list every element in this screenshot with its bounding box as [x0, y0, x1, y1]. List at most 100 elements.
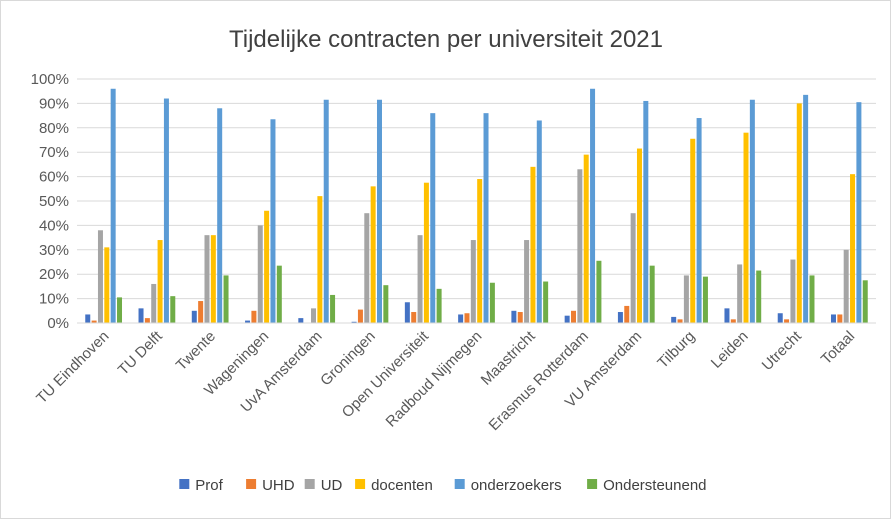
bar-onderzoekers: [590, 88, 596, 323]
bar-prof: [85, 314, 91, 323]
bar-ud: [630, 213, 636, 323]
legend-swatch-onderzoekers: [454, 479, 465, 489]
y-tick-label: 70%: [39, 144, 69, 161]
y-axis-ticks: 0% 10% 20% 30% 40% 50% 60% 70% 80% 90% 100%: [31, 71, 69, 332]
bar-onderzoekers: [749, 99, 755, 324]
bar-uhd: [91, 320, 97, 323]
bar-ondersteunend: [383, 285, 389, 323]
bar-ud: [843, 249, 849, 323]
legend-label: UD: [321, 477, 343, 494]
legend-label: Prof: [195, 477, 223, 494]
bar-docenten: [423, 182, 429, 323]
y-tick-label: 90%: [39, 95, 69, 112]
x-tick-label: Leiden: [708, 328, 752, 372]
bar-docenten: [104, 247, 110, 323]
x-tick-label: Erasmus Rotterdam: [486, 328, 592, 434]
bar-onderzoekers: [323, 99, 329, 324]
bar-onderzoekers: [110, 88, 116, 323]
y-tick-label: 100%: [31, 71, 69, 88]
legend-label: UHD: [262, 477, 295, 494]
bar-onderzoekers: [696, 118, 702, 323]
bar-docenten: [796, 103, 802, 324]
bar-onderzoekers: [217, 108, 223, 323]
legend-swatch-ud: [304, 479, 315, 489]
bar-uhd: [464, 313, 470, 323]
bar-uhd: [357, 309, 363, 323]
bar-ud: [737, 264, 743, 323]
bar-docenten: [264, 210, 270, 323]
bar-docenten: [690, 138, 696, 323]
bar-ondersteunend: [862, 280, 868, 323]
bar-ud: [364, 213, 370, 323]
bar-ud: [151, 283, 157, 323]
bar-uhd: [198, 301, 204, 323]
bar-uhd: [730, 319, 736, 323]
bar-ud: [790, 259, 796, 323]
bar-ondersteunend: [756, 270, 762, 323]
bar-prof: [564, 315, 570, 323]
bar-uhd: [144, 318, 150, 323]
bar-ondersteunend: [276, 265, 282, 323]
y-tick-label: 40%: [39, 217, 69, 234]
bar-docenten: [370, 186, 376, 323]
bar-prof: [777, 313, 783, 323]
bar-docenten: [850, 174, 856, 323]
bar-onderzoekers: [270, 119, 276, 323]
y-tick-label: 80%: [39, 120, 69, 137]
bar-docenten: [157, 240, 163, 323]
bar-uhd: [517, 312, 523, 323]
bar-ondersteunend: [170, 296, 176, 323]
bar-docenten: [317, 196, 323, 323]
x-tick-label: TU Delft: [115, 327, 167, 379]
legend-swatch-uhd: [246, 479, 257, 489]
bar-onderzoekers: [803, 94, 809, 323]
bar-docenten: [583, 154, 589, 323]
bar-docenten: [477, 179, 483, 323]
bar-docenten: [743, 132, 749, 323]
legend-label: onderzoekers: [471, 477, 562, 494]
x-tick-label: Twente: [173, 328, 219, 374]
bar-onderzoekers: [536, 120, 542, 323]
bar-ud: [204, 235, 210, 323]
bar-ud: [97, 230, 103, 323]
bar-uhd: [624, 305, 630, 323]
bar-onderzoekers: [483, 113, 489, 323]
bar-uhd: [411, 312, 417, 323]
bar-ud: [683, 275, 689, 323]
y-tick-label: 10%: [39, 291, 69, 308]
bar-ondersteunend: [702, 276, 708, 323]
bar-ondersteunend: [223, 275, 229, 323]
bar-prof: [245, 320, 251, 323]
bar-docenten: [210, 235, 216, 323]
bar-prof: [298, 318, 304, 323]
x-tick-label: Utrecht: [759, 327, 806, 374]
bar-prof: [671, 316, 677, 323]
bar-ondersteunend: [543, 281, 549, 323]
legend-swatch-ondersteunend: [587, 479, 598, 489]
y-tick-label: 20%: [39, 266, 69, 283]
gridlines: [77, 78, 876, 300]
y-tick-label: 0%: [47, 315, 69, 332]
bar-prof: [138, 308, 144, 323]
bar-uhd: [571, 310, 577, 323]
bar-prof: [458, 314, 464, 323]
bar-prof: [404, 302, 410, 323]
bar-uhd: [251, 310, 257, 323]
bar-ud: [577, 169, 583, 323]
bar-prof: [191, 310, 197, 323]
bar-prof: [724, 308, 730, 323]
legend-label: docenten: [371, 477, 433, 494]
bar-docenten: [636, 148, 642, 323]
bar-onderzoekers: [430, 113, 436, 323]
bar-prof: [830, 314, 836, 323]
bar-uhd: [837, 314, 843, 323]
bar-ondersteunend: [809, 275, 815, 323]
x-tick-label: Totaal: [818, 328, 858, 368]
chart-title: Tijdelijke contracten per universiteit 2…: [229, 26, 663, 53]
y-tick-label: 60%: [39, 169, 69, 186]
bar-uhd: [784, 319, 790, 323]
bar-prof: [617, 312, 623, 323]
bar-docenten: [530, 166, 536, 323]
bar-ondersteunend: [330, 294, 336, 323]
